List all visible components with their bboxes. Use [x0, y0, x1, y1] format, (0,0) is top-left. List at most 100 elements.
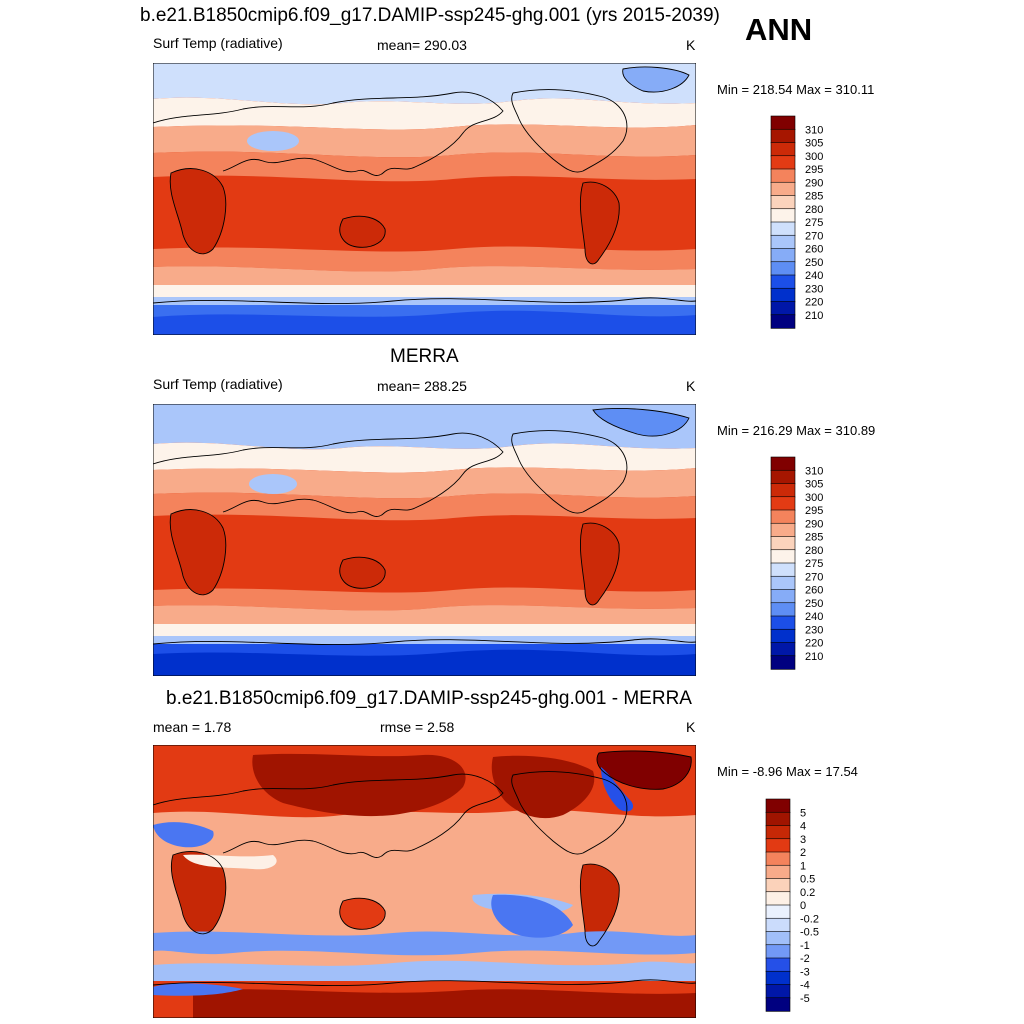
colorbar-tick-label: 295 — [805, 164, 823, 176]
colorbar-tick-label: 220 — [805, 638, 823, 650]
colorbar-box — [765, 878, 791, 893]
colorbar-tick-label: 1 — [800, 860, 806, 872]
colorbar-box — [770, 562, 796, 577]
panel1-map — [153, 63, 696, 335]
colorbar-box — [770, 274, 796, 289]
tibet-cold-spot — [247, 131, 299, 151]
arctic-band — [153, 404, 696, 450]
colorbar-tick-label: 4 — [800, 821, 806, 833]
colorbar-tick-label: 240 — [805, 270, 823, 282]
colorbar-box — [770, 615, 796, 630]
australia — [339, 898, 386, 930]
colorbar-tick-label: 230 — [805, 624, 823, 636]
colorbar-tick-label: 210 — [805, 651, 823, 663]
colorbar-tick-label: 5 — [800, 807, 806, 819]
colorbar-box — [770, 248, 796, 263]
colorbar-tick-label: 260 — [805, 244, 823, 256]
colorbar-box — [770, 195, 796, 210]
panel2-colorbar: 2102202302402502602702752802852902953003… — [770, 456, 823, 670]
colorbar-tick-label: 250 — [805, 598, 823, 610]
panel3-map — [153, 745, 696, 1018]
southern-ocean-cool — [153, 931, 696, 956]
panel1-colorbar: 2102202302402502602702752802852902953003… — [770, 115, 823, 329]
colorbar-tick-label: 0.2 — [800, 887, 815, 899]
colorbar-tick-label: 300 — [805, 492, 823, 504]
siberia-warm — [252, 753, 466, 817]
colorbar-box — [770, 589, 796, 604]
cold-patch-west — [153, 822, 214, 848]
colorbar-box — [770, 168, 796, 183]
arctic-band — [153, 63, 696, 105]
panel3-units: K — [686, 719, 696, 735]
colorbar-box — [765, 851, 791, 866]
colorbar-tick-label: 270 — [805, 571, 823, 583]
africa — [170, 168, 226, 254]
south-america — [580, 864, 620, 946]
colorbar-box — [765, 931, 791, 946]
coastlines — [153, 750, 696, 987]
colorbar-tick-label: 290 — [805, 177, 823, 189]
colorbar-tick-label: 280 — [805, 204, 823, 216]
colorbar-box — [765, 984, 791, 999]
southern-ocean-band — [153, 285, 696, 297]
colorbar-box — [770, 314, 796, 329]
colorbar-box — [770, 128, 796, 144]
colorbar-box — [765, 838, 791, 853]
colorbar-box — [770, 115, 796, 130]
subtropic-south-band — [153, 246, 696, 272]
colorbar-tick-label: 210 — [805, 310, 823, 322]
colorbar-tick-label: -1 — [800, 940, 810, 952]
panel3-mean: mean = 1.78 — [153, 719, 232, 735]
panel2-units: K — [686, 378, 696, 394]
colorbar-box — [765, 811, 791, 827]
colorbar-tick-label: 305 — [805, 479, 823, 491]
colorbar-tick-label: 280 — [805, 545, 823, 557]
colorbar-box — [770, 496, 796, 511]
colorbar-tick-label: 230 — [805, 283, 823, 295]
panel3-title: b.e21.B1850cmip6.f09_g17.DAMIP-ssp245-gh… — [166, 688, 692, 709]
colorbar-box — [770, 509, 796, 524]
colorbar-tick-label: 0 — [800, 900, 806, 912]
panel2-title: MERRA — [390, 346, 459, 367]
colorbar-box — [765, 957, 791, 972]
colorbar-tick-label: 240 — [805, 611, 823, 623]
colorbar-tick-label: 275 — [805, 558, 823, 570]
colorbar-tick-label: -0.2 — [800, 913, 819, 925]
africa — [171, 851, 226, 934]
greenland — [622, 67, 689, 93]
panel1-units: K — [686, 37, 696, 53]
colorbar-tick-label: 295 — [805, 505, 823, 517]
panel3-rmse: rmse = 2.58 — [380, 719, 455, 735]
panel2-mean: mean= 288.25 — [377, 378, 467, 394]
coastlines — [153, 408, 696, 646]
colorbar-box — [770, 287, 796, 303]
colorbar-box — [770, 655, 796, 670]
greenland — [593, 408, 689, 437]
colorbar-box — [770, 456, 796, 471]
panel1-title: b.e21.B1850cmip6.f09_g17.DAMIP-ssp245-gh… — [140, 5, 720, 26]
colorbar-tick-label: 275 — [805, 217, 823, 229]
tibet-cold-spot — [249, 474, 297, 494]
colorbar-box — [770, 155, 796, 170]
colorbar-tick-label: 290 — [805, 518, 823, 530]
colorbar-tick-label: -5 — [800, 993, 810, 1005]
panel1-minmax: Min = 218.54 Max = 310.11 — [717, 82, 875, 97]
subtropic-north-band — [153, 151, 696, 182]
colorbar-box — [770, 483, 796, 498]
panel3-minmax: Min = -8.96 Max = 17.54 — [717, 764, 858, 779]
colorbar-tick-label: -4 — [800, 980, 810, 992]
coastlines — [153, 66, 696, 305]
colorbar-box — [770, 522, 796, 538]
panel2-map — [153, 404, 696, 676]
colorbar-box — [765, 944, 791, 959]
colorbar-box — [765, 825, 791, 840]
colorbar-box — [770, 628, 796, 644]
colorbar-box — [770, 549, 796, 564]
colorbar-box — [765, 864, 791, 880]
colorbar-box — [765, 997, 791, 1012]
colorbar-box — [770, 261, 796, 276]
colorbar-tick-label: 300 — [805, 151, 823, 163]
colorbar-box — [765, 917, 791, 933]
panel1-mean: mean= 290.03 — [377, 37, 467, 53]
